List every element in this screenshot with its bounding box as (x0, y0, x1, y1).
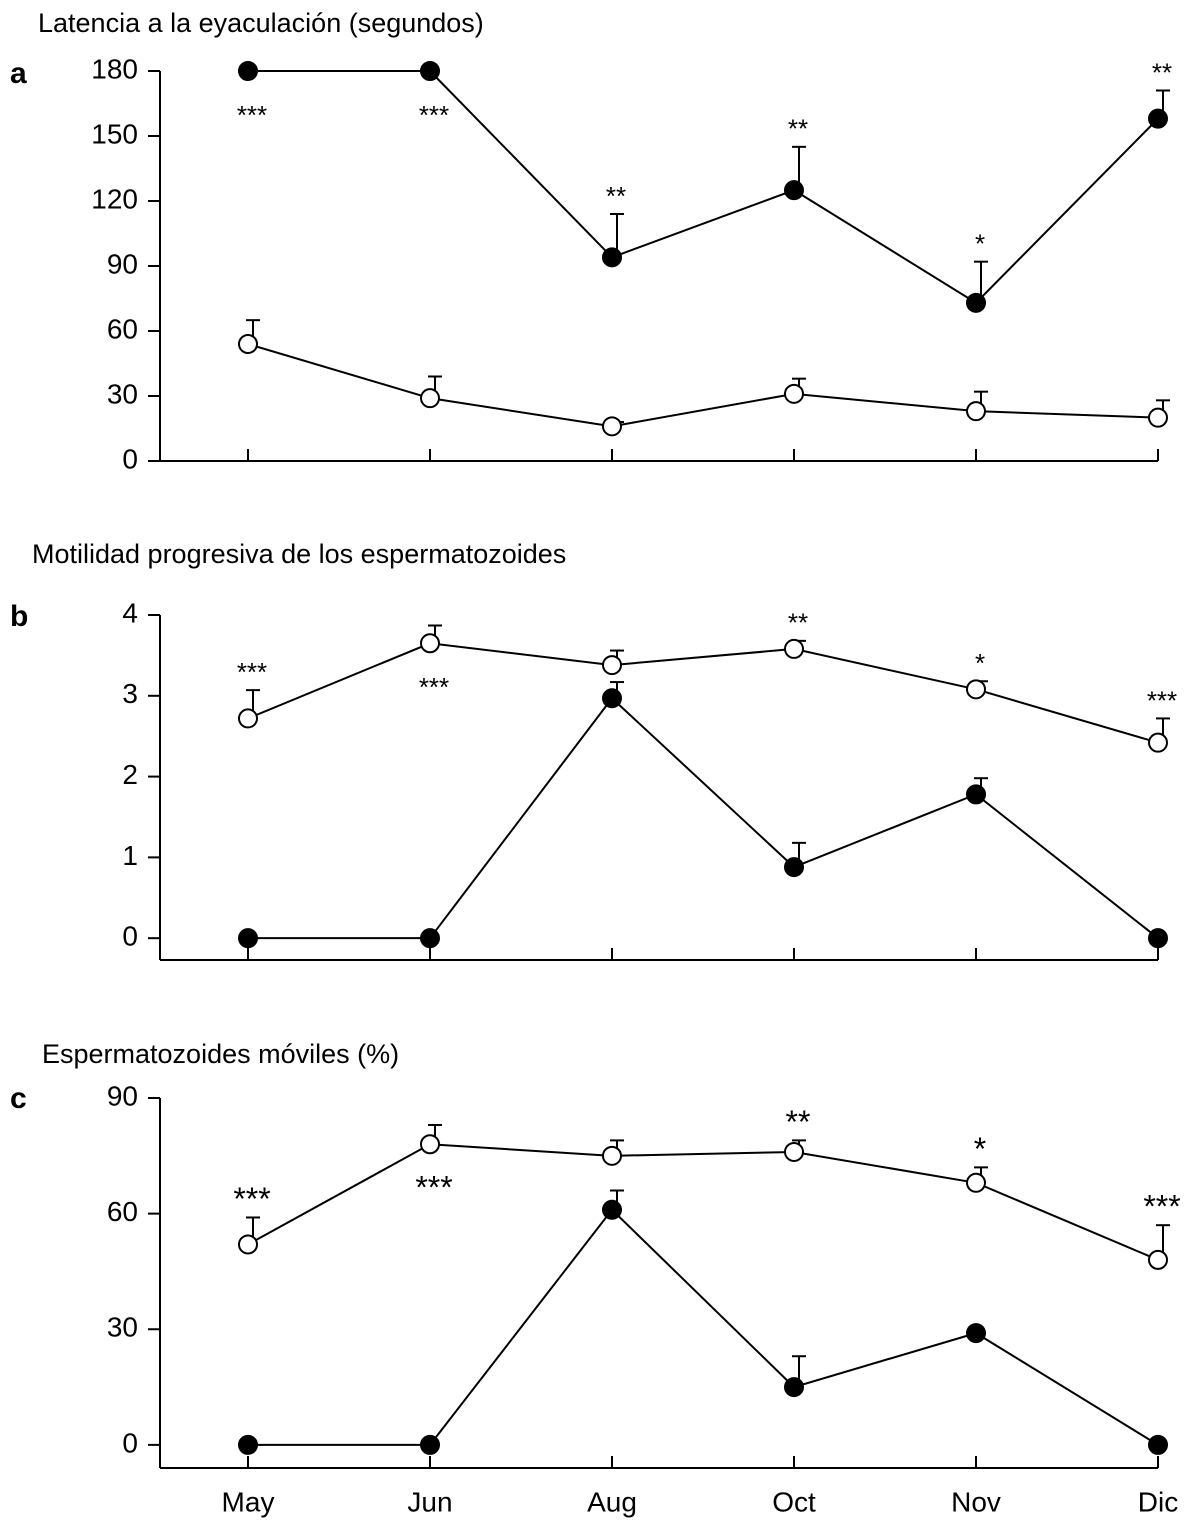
series-line (247, 1143, 1159, 1261)
significance: *** (1147, 685, 1177, 715)
y-tick-label: 0 (122, 1427, 138, 1458)
y-tick-label: 4 (122, 597, 138, 628)
chart-title: Espermatozoides móviles (%) (42, 1039, 399, 1069)
y-tick-label: 60 (107, 313, 138, 344)
significance: *** (419, 672, 449, 702)
y-tick-label: 1 (122, 840, 138, 871)
marker (238, 1234, 258, 1255)
marker (784, 1377, 804, 1398)
marker (784, 383, 804, 404)
marker (238, 334, 258, 354)
series-line (248, 1208, 1159, 1446)
significance: ** (606, 181, 626, 211)
marker (238, 1434, 258, 1455)
x-tick-label: Aug (587, 1486, 637, 1517)
y-tick-label: 0 (122, 443, 138, 474)
marker (966, 401, 986, 422)
chart-title: Motilidad progresiva de los espermatozoi… (32, 539, 566, 569)
x-tick-label: Dic (1138, 1486, 1178, 1517)
marker (966, 679, 986, 700)
marker (966, 1172, 986, 1193)
y-tick-label: 0 (122, 921, 138, 952)
marker (420, 1134, 440, 1155)
marker (238, 928, 258, 949)
marker (602, 1145, 622, 1166)
marker (1148, 407, 1168, 428)
significance: * (975, 229, 985, 259)
marker (1148, 1249, 1168, 1270)
x-tick-label: Nov (951, 1486, 1001, 1517)
chart-title: Latencia a la eyaculación (segundos) (38, 8, 484, 38)
significance: ** (788, 608, 808, 638)
marker (420, 633, 440, 654)
marker (602, 1199, 622, 1220)
y-tick-label: 90 (107, 248, 138, 279)
y-tick-label: 120 (91, 183, 138, 214)
marker (420, 388, 440, 409)
significance: * (975, 648, 985, 678)
x-tick-label: Jun (407, 1486, 452, 1517)
marker (420, 928, 440, 949)
marker (784, 180, 804, 201)
y-tick-label: 3 (122, 678, 138, 709)
marker (1148, 732, 1168, 753)
y-tick-label: 2 (122, 759, 138, 790)
marker (602, 416, 622, 437)
marker (784, 857, 804, 878)
significance: ** (1152, 57, 1172, 87)
significance: *** (1143, 1189, 1180, 1225)
marker (420, 61, 440, 81)
marker (784, 638, 804, 659)
y-tick-label: 60 (107, 1196, 138, 1227)
marker (238, 61, 258, 81)
series-line (247, 642, 1159, 744)
marker (966, 1323, 986, 1344)
significance: *** (237, 100, 267, 130)
series-line (248, 70, 1159, 305)
significance: *** (233, 1181, 270, 1217)
marker (1148, 1434, 1168, 1455)
x-tick-label: May (222, 1486, 275, 1517)
panel-label: c (10, 1082, 27, 1115)
marker (1148, 928, 1168, 949)
significance: ** (788, 114, 808, 144)
marker (784, 1141, 804, 1162)
marker (966, 784, 986, 805)
y-tick-label: 30 (107, 1312, 138, 1343)
panel-label: a (10, 57, 27, 90)
panel-label: b (10, 600, 28, 633)
marker (966, 292, 986, 313)
significance: *** (237, 657, 267, 687)
marker (602, 655, 622, 676)
marker (238, 708, 258, 729)
y-tick-label: 90 (107, 1080, 138, 1111)
marker (602, 688, 622, 709)
significance: ** (786, 1104, 811, 1140)
marker (1148, 108, 1168, 129)
series-line (248, 696, 1159, 940)
series-line (247, 343, 1159, 428)
significance: *** (415, 1170, 452, 1206)
y-tick-label: 150 (91, 118, 138, 149)
marker (420, 1434, 440, 1455)
y-tick-label: 30 (107, 378, 138, 409)
y-tick-label: 180 (91, 53, 138, 84)
significance: *** (419, 100, 449, 130)
x-tick-label: Oct (772, 1486, 816, 1517)
marker (602, 247, 622, 268)
significance: * (974, 1131, 986, 1167)
